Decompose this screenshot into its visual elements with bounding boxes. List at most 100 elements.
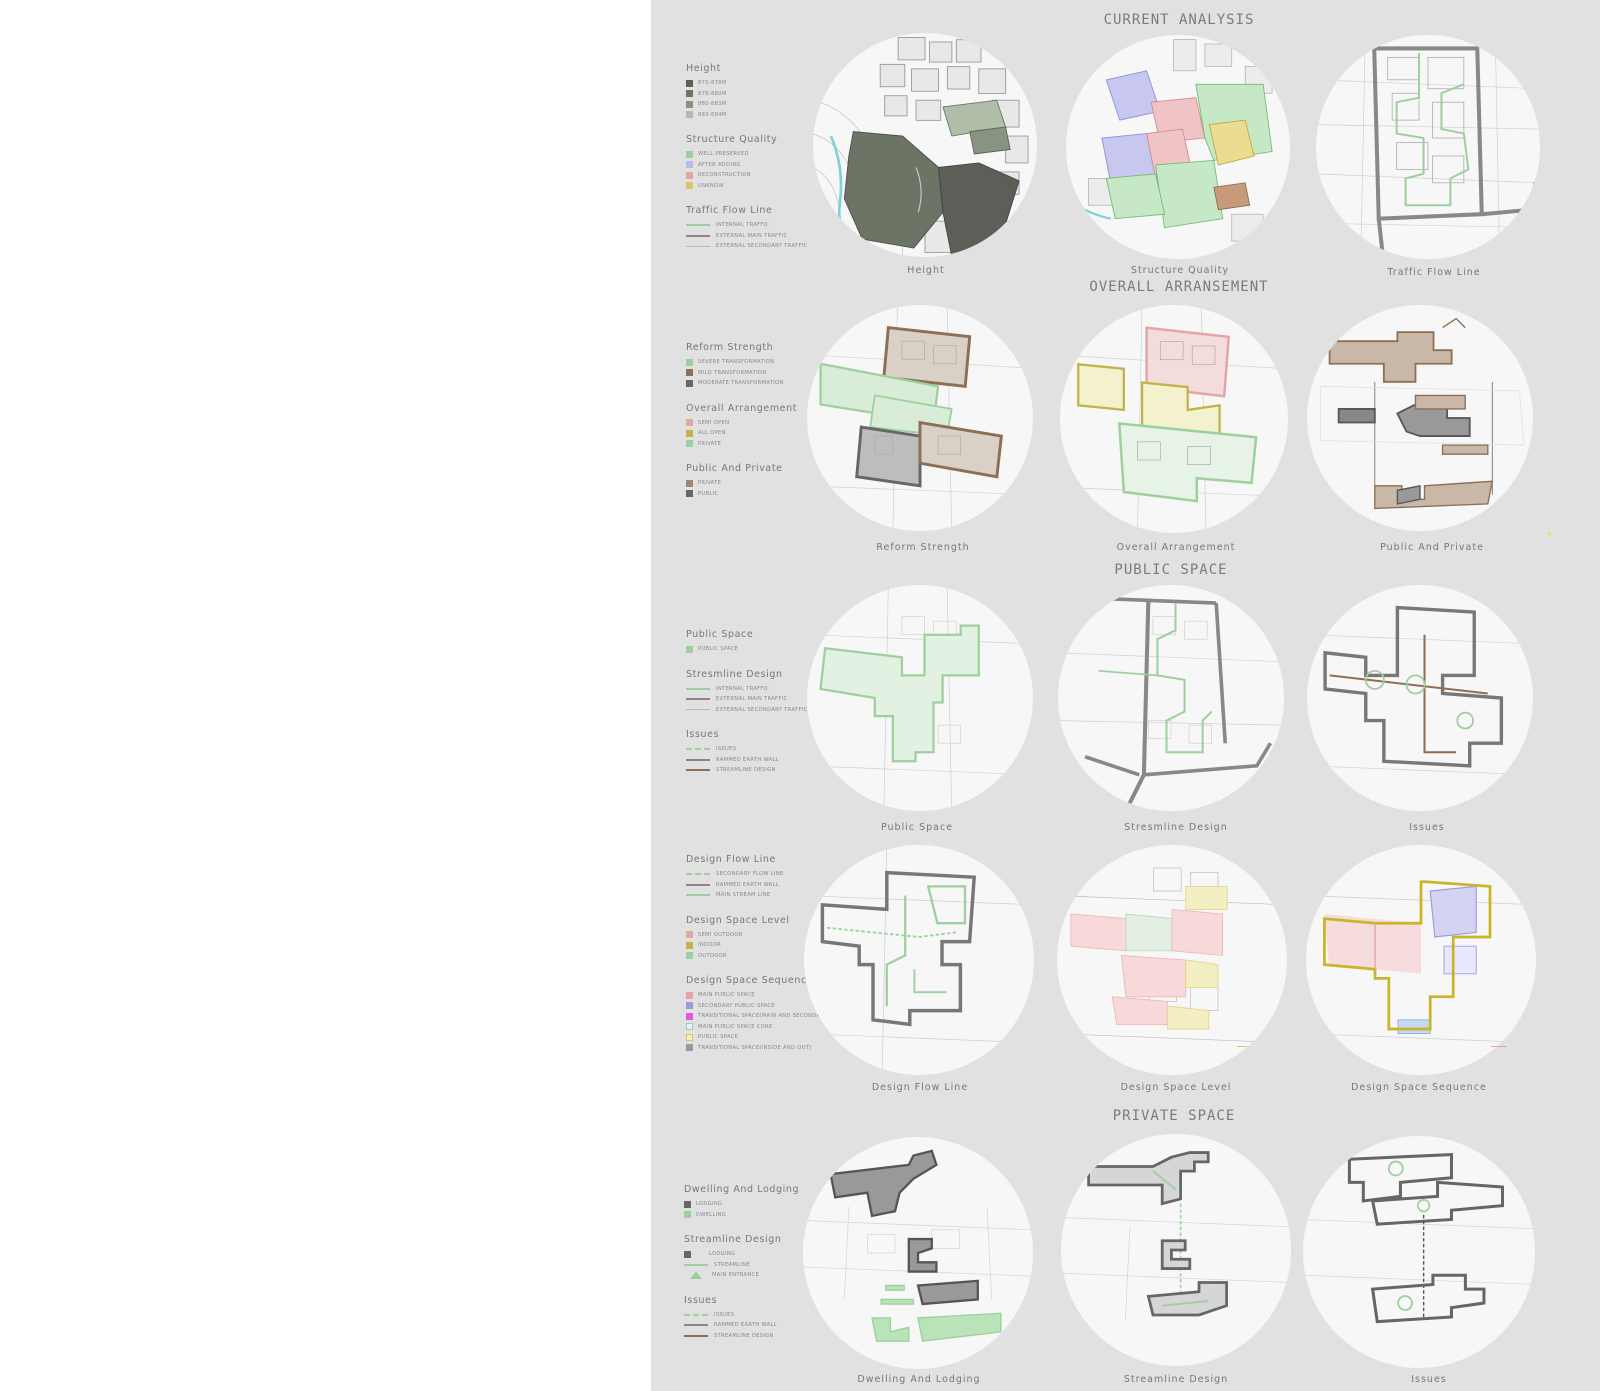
diagram-traffic-flow-line xyxy=(1316,35,1540,259)
caption-height: Height xyxy=(907,265,945,276)
legend-item: Private xyxy=(686,439,797,450)
diagram-issues-private xyxy=(1303,1136,1535,1368)
legend-group-sequence: Design space sequence Main public space … xyxy=(686,975,830,1053)
legend-item: Rammed earth wall xyxy=(686,755,808,766)
caption-issues-private: Issues xyxy=(1411,1374,1447,1385)
legend-item: Main public space xyxy=(686,990,830,1001)
legend-item: External main traffic xyxy=(686,231,808,242)
legend-item: 883-884m xyxy=(686,110,808,121)
legend-item: Moderate transformation xyxy=(686,378,797,389)
caption-dwelling-and-lodging: Dwelling and Lodging xyxy=(857,1374,981,1385)
diagram-public-and-private xyxy=(1307,305,1533,531)
legend-group-public-space: Public Space Public Space xyxy=(686,629,808,655)
stray-marker xyxy=(1548,532,1551,535)
stray-mark-red xyxy=(1491,1046,1507,1047)
legend-group-structure: Structure quality Well Preserved After A… xyxy=(686,134,808,191)
legend-overall-arrangement: Reform strength Severe transformation Mi… xyxy=(686,342,797,513)
caption-traffic-flow-line: Traffic flow line xyxy=(1387,267,1481,278)
diagram-design-flow-line xyxy=(804,845,1034,1075)
legend-title: Public Space xyxy=(686,629,754,640)
diagram-reform-strength xyxy=(807,305,1033,531)
legend-title: Reform strength xyxy=(686,342,774,353)
legend-group-reform: Reform strength Severe transformation Mi… xyxy=(686,342,797,389)
legend-item: Mild transformation xyxy=(686,368,797,379)
legend-item: 878-880m xyxy=(686,89,808,100)
caption-design-space-sequence: Design space sequence xyxy=(1351,1082,1487,1093)
legend-group-arrangement: Overall Arrangement Semi open All open P… xyxy=(686,403,797,450)
legend-item: Dwelling xyxy=(684,1210,799,1221)
legend-group-dwelling: Dwelling and Lodging Lodging Dwelling xyxy=(684,1184,799,1220)
stray-mark-yellow xyxy=(1237,1046,1247,1047)
caption-design-flow-line: Design flow line xyxy=(871,1082,969,1093)
legend-title: Issues xyxy=(684,1294,718,1306)
legend-public-space: Public Space Public Space Stresmline Des… xyxy=(686,629,808,790)
legend-item: All open xyxy=(686,428,797,439)
legend-item: Streamline Design xyxy=(686,765,808,776)
legend-item: Lodging xyxy=(684,1199,799,1210)
legend-item: External main traffic xyxy=(686,694,808,705)
diagram-stresmline-design xyxy=(1058,585,1284,811)
legend-title: Height xyxy=(686,63,722,74)
legend-item: Private xyxy=(686,478,797,489)
legend-title: Dwelling and Lodging xyxy=(684,1184,800,1195)
caption-public-and-private: Public And Private xyxy=(1380,542,1484,553)
legend-group-height: Height 875-878m 878-880m 880-883m 883-88… xyxy=(686,63,808,120)
legend-title: Design flow line xyxy=(686,854,776,865)
section-title-public-space: PUbLIC SPACE xyxy=(1114,562,1228,578)
legend-item: After Adding xyxy=(686,160,808,171)
legend-group-public-private: Public And Private Private Public xyxy=(686,463,797,499)
legend-title: Public And Private xyxy=(686,463,783,474)
legend-current-analysis: Height 875-878m 878-880m 880-883m 883-88… xyxy=(686,63,808,266)
legend-item: Transitional space(inside and out) xyxy=(686,1043,830,1054)
legend-title: Stresmline Design xyxy=(686,668,783,680)
legend-item: Public Space xyxy=(686,644,808,655)
legend-item: Streamline xyxy=(684,1260,799,1271)
legend-item: 880-883m xyxy=(686,99,808,110)
legend-item: Internal traffic xyxy=(686,684,808,695)
legend-private-space: Dwelling and Lodging Lodging Dwelling St… xyxy=(684,1184,799,1355)
legend-item: Unknow xyxy=(686,181,808,192)
diagram-overall-arrangement xyxy=(1060,305,1288,533)
legend-item: Streamline Design xyxy=(684,1331,799,1342)
diagram-streamline-design-private xyxy=(1061,1134,1291,1366)
analysis-board: CURRENt ANALYSIS OVERALL ARRANSEMENt PUb… xyxy=(651,0,1600,1391)
legend-item: Issues xyxy=(686,744,808,755)
legend-item: External secondary traffic xyxy=(686,705,808,716)
legend-group-streamline: Stresmline Design Internal traffic Exter… xyxy=(686,669,808,716)
legend-group-streamline-private: Streamline design Lodging Streamline Mai… xyxy=(684,1234,799,1281)
legend-item: Main public space core xyxy=(686,1022,830,1033)
diagram-issues xyxy=(1307,585,1533,811)
legend-item: Main stream line xyxy=(686,890,830,901)
legend-item: Secondary public space xyxy=(686,1001,830,1012)
section-title-private-space: PRIVAtE SPACE xyxy=(1112,1108,1236,1124)
caption-design-space-level: Design space level xyxy=(1120,1082,1232,1093)
legend-design: Design flow line Secondary flow line Ram… xyxy=(686,854,830,1067)
legend-item: Public xyxy=(686,489,797,500)
diagram-structure-quality xyxy=(1066,35,1290,259)
legend-group-issues: Issues Issues Rammed earth wall Streamli… xyxy=(686,729,808,776)
legend-group-level: Design space level Semi outdoor Indoor O… xyxy=(686,915,830,962)
legend-title: Design space sequence xyxy=(686,975,814,986)
caption-overall-arrangement: Overall Arrangement xyxy=(1116,542,1236,553)
legend-item: Lodging xyxy=(684,1249,799,1260)
legend-item: Severe transformation xyxy=(686,357,797,368)
caption-issues: Issues xyxy=(1409,822,1445,833)
section-title-current-analysis: CURRENt ANALYSIS xyxy=(1103,12,1255,28)
legend-title: Structure quality xyxy=(686,134,778,145)
legend-item: Internal traffic xyxy=(686,220,808,231)
caption-structure-quality: Structure quality xyxy=(1130,265,1230,276)
legend-item: Secondary flow line xyxy=(686,869,830,880)
legend-item: Semi outdoor xyxy=(686,930,830,941)
legend-item: Semi open xyxy=(686,418,797,429)
legend-title: Streamline design xyxy=(684,1234,782,1245)
legend-item: Rammed earth wall xyxy=(686,880,830,891)
caption-reform-strength: Reform strength xyxy=(876,542,970,553)
legend-item: Well Preserved xyxy=(686,149,808,160)
legend-title: Issues xyxy=(686,729,720,740)
caption-streamline-design: Streamline design xyxy=(1123,1374,1229,1385)
legend-title: Design space level xyxy=(686,914,790,926)
legend-group-traffic: Traffic flow line Internal traffic Exter… xyxy=(686,205,808,252)
legend-item: Reconstruction xyxy=(686,170,808,181)
caption-public-space: Public Space xyxy=(880,822,954,833)
legend-item: Rammed earth wall xyxy=(684,1320,799,1331)
